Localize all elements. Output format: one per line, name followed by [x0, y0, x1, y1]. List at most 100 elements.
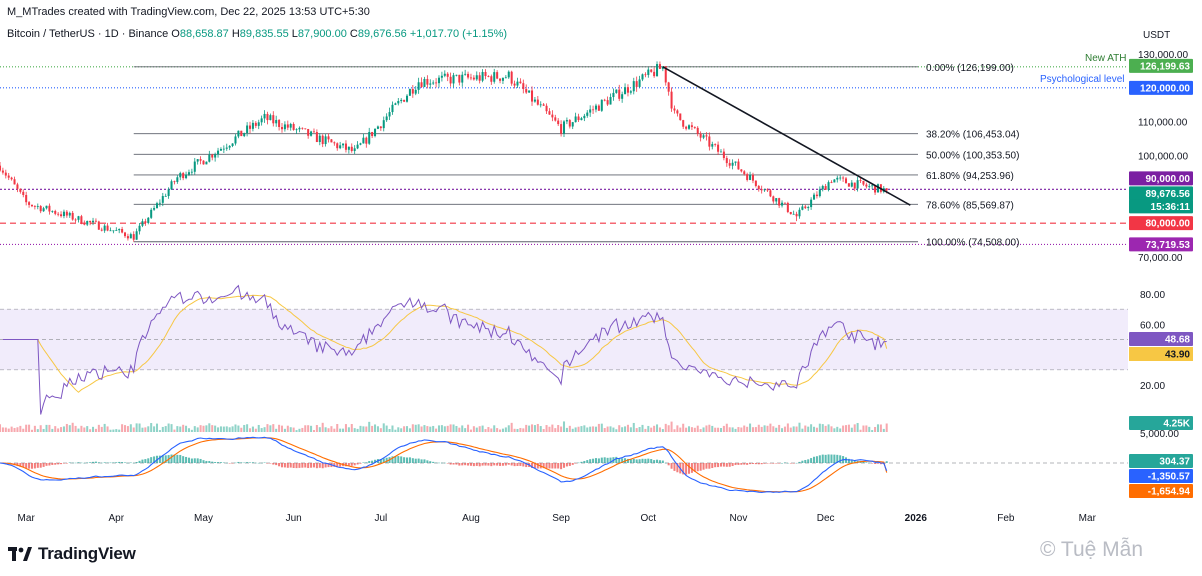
price-badge[interactable]: 90,000.00 [1129, 171, 1193, 186]
candle[interactable] [568, 118, 571, 129]
candle[interactable] [405, 94, 409, 103]
candle[interactable] [106, 222, 109, 232]
candle[interactable] [289, 122, 292, 131]
candle[interactable] [560, 120, 563, 137]
candle[interactable] [536, 95, 539, 106]
candle[interactable] [112, 230, 115, 234]
candle[interactable] [749, 171, 752, 181]
candle[interactable] [865, 182, 868, 189]
candle[interactable] [586, 110, 589, 118]
candle[interactable] [138, 223, 141, 235]
candle[interactable] [670, 87, 673, 112]
candle[interactable] [193, 157, 196, 175]
candle[interactable] [874, 185, 877, 195]
candle[interactable] [283, 121, 286, 132]
candle[interactable] [60, 211, 63, 218]
macd-line[interactable] [0, 436, 888, 493]
candle[interactable] [219, 147, 222, 151]
candle[interactable] [638, 75, 641, 88]
candle[interactable] [827, 180, 830, 192]
candle[interactable] [644, 72, 647, 78]
tradingview-logo[interactable]: TradingView [8, 544, 136, 566]
candle[interactable] [612, 88, 615, 101]
candle[interactable] [499, 78, 502, 84]
candle[interactable] [676, 109, 679, 117]
candle[interactable] [30, 204, 33, 208]
candle[interactable] [135, 228, 138, 240]
candle[interactable] [786, 201, 789, 214]
candle[interactable] [624, 83, 627, 95]
price-badge[interactable]: 89,676.56 [1129, 186, 1193, 201]
candle[interactable] [208, 150, 211, 163]
candle[interactable] [783, 202, 786, 204]
candle[interactable] [403, 99, 406, 103]
candle[interactable] [356, 141, 359, 150]
candle[interactable] [871, 184, 874, 190]
candle[interactable] [339, 141, 342, 150]
candle[interactable] [717, 141, 720, 155]
candle[interactable] [246, 122, 249, 137]
candle[interactable] [618, 84, 621, 102]
candle[interactable] [388, 107, 391, 120]
candle[interactable] [48, 203, 51, 215]
candle[interactable] [164, 193, 167, 197]
candle[interactable] [496, 70, 499, 80]
candle[interactable] [19, 188, 22, 194]
candle[interactable] [719, 149, 723, 153]
candle[interactable] [693, 126, 696, 130]
candle[interactable] [266, 111, 269, 125]
candle[interactable] [260, 115, 263, 126]
candle[interactable] [862, 180, 865, 186]
candle[interactable] [507, 70, 510, 79]
candle[interactable] [167, 187, 170, 199]
candle[interactable] [746, 172, 749, 182]
candle[interactable] [580, 116, 583, 121]
candle[interactable] [452, 72, 455, 88]
candle[interactable] [539, 101, 542, 108]
candle[interactable] [548, 108, 551, 115]
candle[interactable] [176, 175, 179, 184]
candle[interactable] [876, 183, 879, 193]
candle[interactable] [132, 231, 135, 242]
candle[interactable] [196, 159, 199, 165]
candle[interactable] [699, 131, 702, 142]
candle[interactable] [850, 180, 853, 188]
candle[interactable] [225, 143, 228, 151]
candle[interactable] [121, 226, 124, 234]
candle[interactable] [839, 175, 842, 181]
candle[interactable] [251, 119, 254, 132]
candle[interactable] [254, 121, 257, 129]
candle[interactable] [187, 169, 190, 177]
candle[interactable] [126, 233, 129, 241]
candle[interactable] [362, 133, 365, 144]
candle[interactable] [330, 138, 333, 143]
candle[interactable] [711, 141, 714, 150]
candle[interactable] [22, 189, 25, 198]
candle[interactable] [725, 155, 728, 167]
candle[interactable] [531, 86, 534, 106]
candle[interactable] [853, 182, 856, 192]
candle[interactable] [179, 171, 182, 181]
candle[interactable] [353, 145, 356, 154]
candle[interactable] [417, 77, 420, 94]
candle[interactable] [205, 161, 208, 165]
candle[interactable] [528, 90, 531, 94]
candle[interactable] [280, 122, 284, 133]
candle[interactable] [766, 188, 769, 192]
candle[interactable] [449, 72, 452, 87]
candle[interactable] [182, 171, 185, 181]
candle[interactable] [65, 210, 68, 218]
macd-value-badge[interactable]: -1,350.57 [1129, 469, 1193, 483]
candle[interactable] [243, 132, 246, 138]
candle[interactable] [185, 171, 188, 180]
candle[interactable] [493, 68, 496, 84]
candle[interactable] [690, 122, 693, 131]
candle[interactable] [487, 75, 490, 78]
candle[interactable] [641, 73, 644, 82]
candle[interactable] [714, 143, 717, 147]
candle[interactable] [141, 218, 144, 228]
candle[interactable] [376, 125, 379, 130]
candle[interactable] [516, 77, 519, 88]
candle[interactable] [365, 136, 368, 148]
candle[interactable] [173, 180, 176, 185]
